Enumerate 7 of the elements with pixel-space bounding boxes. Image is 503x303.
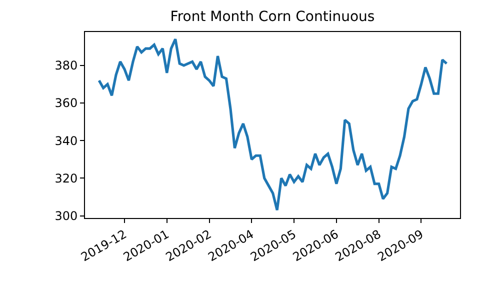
y-tick-label: 320 bbox=[54, 171, 78, 186]
y-tick-label: 300 bbox=[54, 208, 78, 223]
line-series bbox=[98, 38, 448, 212]
y-tick-label: 380 bbox=[54, 58, 78, 73]
chart-title: Front Month Corn Continuous bbox=[170, 8, 375, 25]
y-tick-label: 340 bbox=[54, 134, 78, 148]
y-tick-label: 360 bbox=[54, 96, 78, 110]
